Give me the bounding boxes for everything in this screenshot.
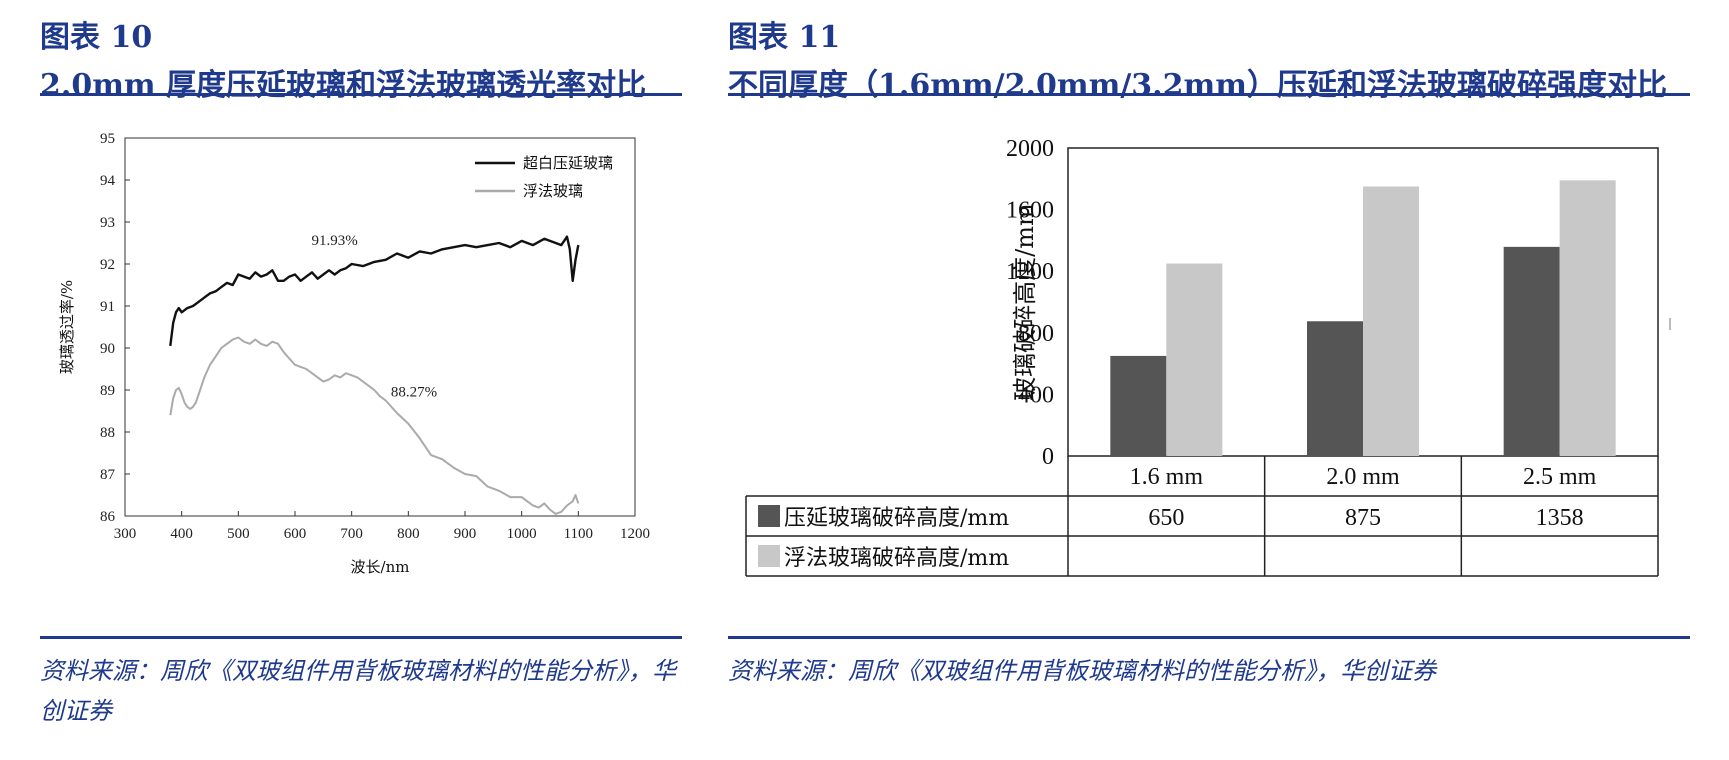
breakage-chart-svg: 0 400 800 1200 1600 2000 玻璃破碎高度/mm 1.6 mm 2.0 mm… — [745, 136, 1671, 577]
series-line — [169, 336, 580, 515]
left-figure: 图表 10 2.0mm 厚度压延玻璃和浮法玻璃透光率对比 300 400 500 60… — [40, 0, 682, 731]
x-tick-label: 700 — [340, 526, 363, 542]
x-axis-label: 波长/nm — [351, 558, 410, 576]
right-source: 资料来源：周欣《双玻组件用背板玻璃材料的性能分析》，华创证券 — [728, 657, 1436, 685]
data-label: 650 — [1148, 505, 1184, 531]
left-figure-title: 图表 10 2.0mm 厚度压延玻璃和浮法玻璃透光率对比 — [40, 0, 682, 103]
series-line — [169, 235, 580, 347]
x-tick-label: 500 — [227, 526, 250, 542]
y-tick-label: 87 — [100, 467, 116, 483]
x-tick-label: 600 — [284, 526, 307, 542]
bar — [1503, 246, 1560, 456]
category-label: 2.5 mm — [1523, 464, 1597, 490]
y-tick-label: 400 — [1018, 382, 1054, 408]
right-figure: 图表 11 不同厚度（1.6mm/2.0mm/3.2mm）压延和浮法玻璃破碎强度… — [728, 0, 1690, 691]
category-label: 2.0 mm — [1326, 464, 1400, 490]
x-tick-label: 1000 — [507, 526, 537, 542]
legend-label: 浮法玻璃破碎高度/mm — [784, 546, 1009, 571]
x-tick-label: 300 — [114, 526, 137, 542]
value-annotation: 88.27% — [391, 384, 437, 400]
bar — [1307, 321, 1363, 456]
right-figure-title: 图表 11 不同厚度（1.6mm/2.0mm/3.2mm）压延和浮法玻璃破碎强度… — [728, 0, 1690, 103]
y-tick-label: 91 — [100, 299, 115, 315]
data-label: 1358 — [1536, 505, 1584, 531]
bar — [1110, 355, 1167, 456]
y-tick-label: 88 — [100, 425, 115, 441]
category-label: 1.6 mm — [1130, 464, 1204, 490]
y-tick-label: 2000 — [1006, 136, 1054, 162]
y-tick-label: 1600 — [1006, 198, 1054, 224]
left-source-rule — [40, 636, 682, 639]
bar — [1363, 186, 1419, 456]
x-tick-label: 800 — [397, 526, 420, 542]
y-tick-label: 90 — [100, 341, 115, 357]
left-source: 资料来源：周欣《双玻组件用背板玻璃材料的性能分析》，华创证券 — [40, 657, 676, 725]
y-tick-label: 93 — [100, 215, 115, 231]
x-tick-label: 400 — [170, 526, 193, 542]
y-tick-label: 92 — [100, 257, 115, 273]
bar — [1559, 180, 1616, 456]
x-tick-label: 900 — [454, 526, 477, 542]
right-source-rule — [728, 636, 1690, 639]
y-tick-label: 800 — [1018, 321, 1054, 347]
y-axis-label: 玻璃透过率/% — [58, 280, 76, 374]
x-tick-label: 1200 — [620, 526, 650, 542]
y-tick-label: 95 — [100, 131, 115, 147]
y-tick-label: 1200 — [1006, 259, 1054, 285]
y-tick-label: 89 — [100, 383, 115, 399]
value-annotation: 91.93% — [312, 233, 358, 249]
plot-frame — [124, 137, 636, 517]
legend-swatch — [758, 505, 780, 527]
legend-label: 浮法玻璃 — [523, 182, 583, 200]
legend-label: 超白压延玻璃 — [523, 154, 613, 172]
transmittance-chart: 300 400 500 600 700 800 900 1000 1100 1200 86 87 88 8… — [40, 96, 682, 636]
y-tick-label: 0 — [1042, 444, 1054, 470]
legend-label: 压延玻璃破碎高度/mm — [784, 506, 1009, 531]
breakage-chart: 0 400 800 1200 1600 2000 玻璃破碎高度/mm 1.6 mm 2.0 mm… — [728, 96, 1690, 636]
legend-swatch — [758, 545, 780, 567]
y-tick-label: 86 — [100, 509, 116, 525]
transmittance-chart-svg: 300 400 500 600 700 800 900 1000 1100 1200 86 87 88 8… — [58, 131, 650, 576]
bar — [1166, 263, 1223, 456]
data-label: 875 — [1345, 505, 1381, 531]
y-axis-label: 玻璃破碎高度/mm — [1011, 203, 1039, 401]
x-tick-label: 1100 — [564, 526, 593, 542]
y-tick-label: 94 — [100, 173, 116, 189]
